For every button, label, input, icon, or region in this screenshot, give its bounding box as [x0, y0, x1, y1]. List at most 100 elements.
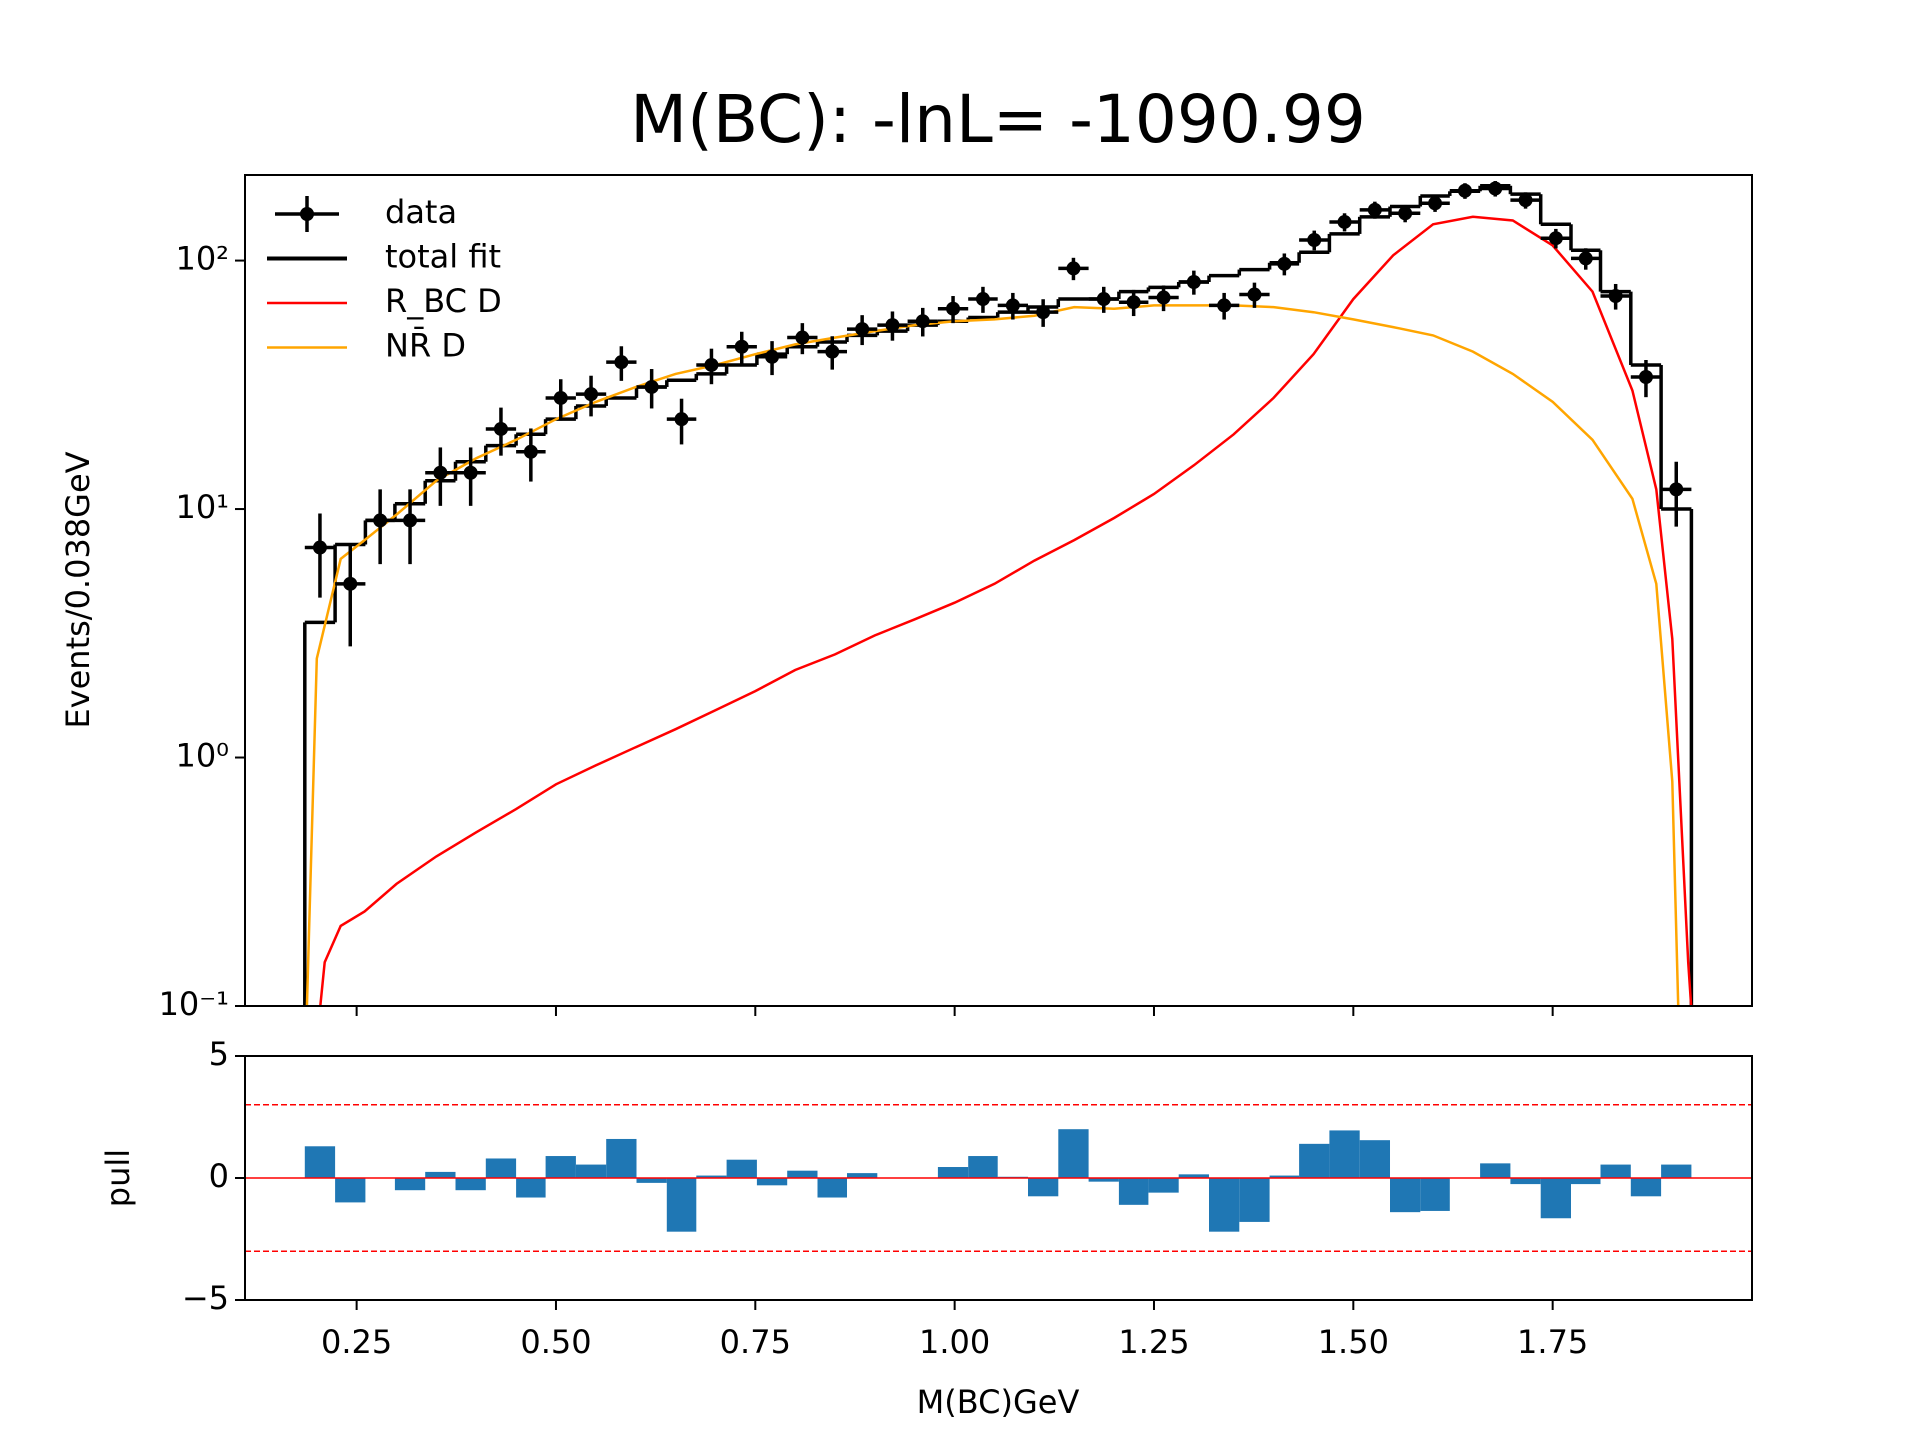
- data-point: [606, 346, 637, 381]
- pull-bar: [1359, 1140, 1391, 1178]
- data-marker: [1428, 196, 1443, 211]
- x-tick-label: 1.75: [1517, 1323, 1588, 1361]
- x-tick-label: 0.50: [520, 1323, 591, 1361]
- data-marker: [1638, 369, 1653, 384]
- data-marker: [644, 379, 659, 394]
- data-point: [666, 398, 697, 445]
- data-point: [1420, 195, 1450, 212]
- pull-bar: [1239, 1178, 1270, 1222]
- data-marker: [1578, 251, 1593, 266]
- data-point: [1178, 270, 1210, 295]
- data-marker: [373, 513, 388, 528]
- data-marker: [975, 292, 990, 307]
- pull-bar: [1118, 1178, 1149, 1205]
- legend-label: NR̄ D: [385, 326, 466, 365]
- pull-bar: [1299, 1143, 1330, 1178]
- axes-frame: [244, 1055, 1753, 1301]
- data-point: [1600, 283, 1631, 310]
- data-marker: [795, 330, 810, 345]
- pull-bar: [1329, 1130, 1360, 1178]
- y-tick-label: 0: [209, 1157, 229, 1195]
- pull-bar: [1571, 1178, 1601, 1185]
- data-point: [1269, 253, 1300, 276]
- data-point: [545, 379, 576, 421]
- data-marker: [674, 412, 689, 427]
- x-tick-label: 1.50: [1318, 1323, 1389, 1361]
- pull-bar: [1269, 1175, 1300, 1178]
- data-point: [1329, 213, 1360, 232]
- y-axis-label: pull: [99, 1149, 137, 1207]
- data-marker: [704, 357, 719, 372]
- data-point: [696, 348, 727, 385]
- data-point: [455, 447, 486, 506]
- y-axis-label: Events/0.038GeV: [59, 451, 97, 728]
- data-marker: [1186, 274, 1201, 289]
- data-marker: [1367, 202, 1382, 217]
- pull-bar: [696, 1175, 727, 1178]
- data-marker: [1036, 305, 1051, 320]
- data-point: [1209, 292, 1240, 320]
- y-tick-label: 10⁻¹: [159, 985, 229, 1023]
- x-tick-label: 0.25: [321, 1323, 392, 1361]
- data-point: [485, 407, 517, 456]
- chart-title: M(BC): -lnL= -1090.99: [630, 81, 1366, 158]
- data-marker: [1156, 290, 1171, 305]
- data-point: [787, 323, 818, 355]
- data-point: [726, 331, 757, 365]
- data-point: [968, 286, 998, 313]
- pull-bar: [1390, 1178, 1421, 1213]
- plot-area: [245, 1104, 1752, 1252]
- pull-bar: [425, 1171, 456, 1178]
- pull-bar: [1540, 1178, 1572, 1219]
- plot-area: [303, 181, 1694, 1006]
- pull-bar: [787, 1170, 818, 1178]
- data-point: [304, 513, 336, 598]
- y-tick-label: 10⁰: [175, 737, 229, 775]
- data-point: [847, 315, 878, 346]
- data-point: [1058, 257, 1089, 281]
- data-marker: [493, 421, 508, 436]
- data-marker: [312, 540, 327, 555]
- pull-bar: [666, 1178, 697, 1232]
- data-point: [1239, 282, 1270, 308]
- y-tick-label: 10²: [175, 240, 229, 278]
- pull-bar: [1661, 1164, 1692, 1178]
- x-tick-label: 0.75: [720, 1323, 791, 1361]
- data-point: [1630, 359, 1662, 398]
- data-point: [1571, 248, 1601, 270]
- pull-bar: [394, 1178, 426, 1191]
- pull-bar: [1209, 1178, 1240, 1232]
- pull-bar: [606, 1138, 637, 1178]
- data-marker: [433, 465, 448, 480]
- legend-label: R_BC D: [385, 282, 502, 320]
- data-marker: [946, 301, 961, 316]
- data-point: [877, 311, 908, 341]
- fit-curve: [305, 304, 1680, 1006]
- data-marker: [1398, 206, 1413, 221]
- data-marker: [1217, 298, 1232, 313]
- data-point: [1510, 192, 1541, 209]
- data-point: [756, 341, 788, 376]
- pull-bar: [304, 1146, 336, 1178]
- data-marker: [1608, 289, 1623, 304]
- pull-bar: [575, 1164, 607, 1178]
- data-marker: [1518, 193, 1533, 208]
- pull-bar: [847, 1173, 878, 1178]
- x-tick-label: 1.00: [919, 1323, 990, 1361]
- x-tick-label: 1.25: [1118, 1323, 1189, 1361]
- pull-bar: [1420, 1178, 1450, 1211]
- data-point: [636, 369, 667, 409]
- data-marker: [855, 322, 870, 337]
- x-axis-label: M(BC)GeV: [917, 1383, 1080, 1421]
- pull-bar: [1480, 1163, 1511, 1178]
- data-marker: [1005, 298, 1020, 313]
- pull-bar: [756, 1178, 788, 1186]
- data-marker: [1126, 295, 1141, 310]
- data-marker: [343, 576, 358, 591]
- data-marker: [614, 355, 629, 370]
- data-marker: [1548, 231, 1563, 246]
- pull-bar: [1088, 1178, 1119, 1182]
- pull-bar: [1148, 1178, 1179, 1193]
- data-point: [1449, 183, 1481, 199]
